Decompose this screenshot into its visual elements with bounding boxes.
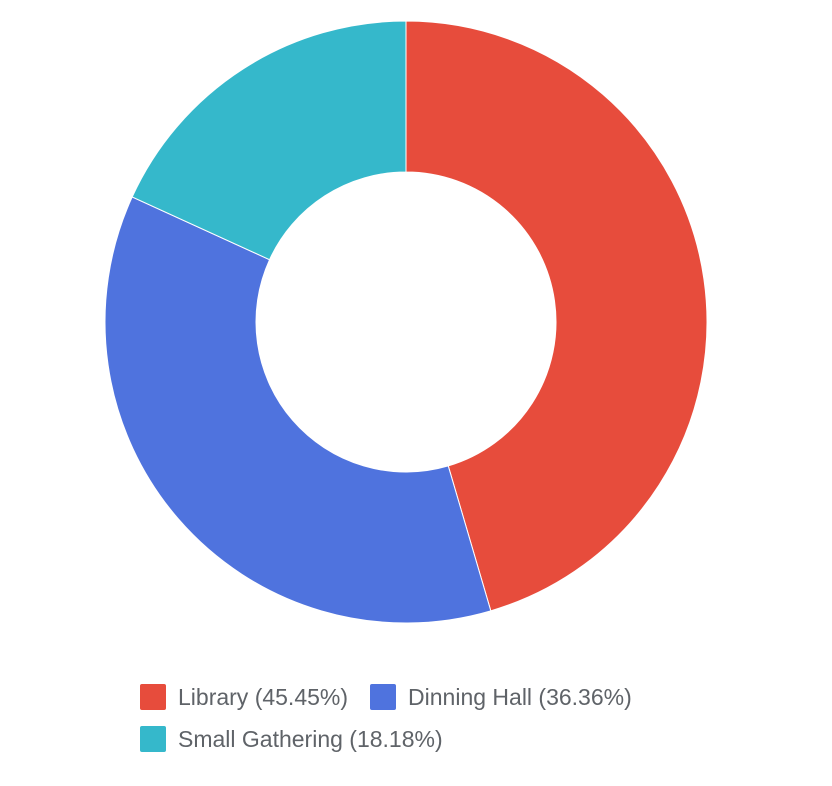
slices-group [104, 20, 708, 624]
slice-dinning-hall[interactable] [104, 196, 492, 624]
legend-item-dinning-hall[interactable]: Dinning Hall (36.36%) [370, 684, 632, 711]
legend-label-small-gathering: Small Gathering (18.18%) [178, 725, 443, 752]
legend-label-dinning-hall: Dinning Hall (36.36%) [408, 683, 632, 710]
legend-swatch-small-gathering [140, 726, 166, 752]
legend-swatch-dinning-hall [370, 684, 397, 710]
legend-swatch-library [140, 684, 166, 710]
legend-label-library: Library (45.45%) [178, 683, 349, 710]
legend-item-small-gathering[interactable]: Small Gathering (18.18%) [140, 726, 443, 753]
legend-item-library[interactable]: Library (45.45%) [140, 684, 348, 711]
slice-small-gathering[interactable] [131, 20, 407, 261]
legend-row-1: Library (45.45%) Dinning Hall (36.36%) [140, 676, 740, 718]
legend: Library (45.45%) Dinning Hall (36.36%) S… [140, 676, 740, 760]
legend-row-2: Small Gathering (18.18%) [140, 718, 740, 760]
slice-library[interactable] [405, 20, 708, 612]
donut-chart [104, 20, 708, 624]
